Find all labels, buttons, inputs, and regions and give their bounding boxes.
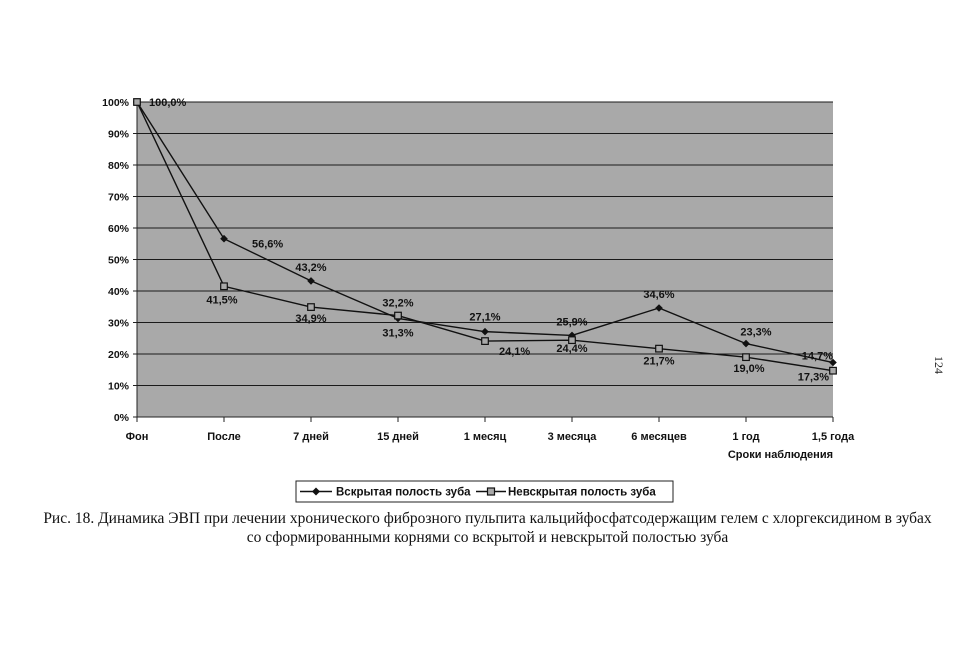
data-label: 27,1% [469, 312, 500, 324]
marker-square [655, 344, 663, 353]
page-number: 124 [932, 356, 946, 374]
marker-diamond [481, 327, 489, 336]
marker-square [133, 98, 141, 106]
data-label: 21,7% [643, 356, 674, 368]
x-axis-ticks: Фон После 7 дней 15 дней 1 месяц 3 месяца 6 ме… [126, 417, 855, 443]
data-label: 43,2% [295, 262, 326, 274]
y-tick-label: 70% [108, 192, 130, 204]
marker-square [394, 311, 402, 320]
marker-diamond [307, 277, 315, 285]
y-tick-label: 0% [114, 412, 130, 424]
legend-label-2: Невскрытая полость зуба [508, 487, 656, 499]
x-tick-label: 3 месяца [548, 431, 598, 443]
data-label: 34,9% [295, 313, 326, 325]
x-tick-label: Фон [126, 431, 149, 443]
legend-marker-square [486, 487, 496, 496]
marker-square [742, 353, 750, 362]
data-label: 23,3% [740, 327, 771, 339]
data-label: 100,0% [149, 97, 187, 109]
data-label: 24,1% [499, 346, 530, 358]
data-label: 19,0% [733, 363, 764, 375]
data-labels: 100,0% 56,6% 43,2% 31,3% 27,1% 25,9% 34,6% 23,3… [149, 97, 833, 384]
data-label: 14,7% [802, 351, 833, 363]
y-tick-label: 80% [108, 160, 130, 172]
marker-square [220, 282, 228, 291]
data-label: 34,6% [643, 289, 674, 301]
x-tick-label: 15 дней [377, 431, 419, 443]
marker-square [481, 337, 489, 345]
y-axis-ticks: 0% 10% 20% 30% 40% 50% 60% 70% 80% 90% 100% [102, 97, 137, 424]
x-tick-label: После [207, 431, 241, 443]
marker-diamond [829, 358, 837, 367]
data-label: 41,5% [206, 294, 237, 306]
y-tick-label: 40% [108, 286, 130, 298]
x-axis-title: Сроки наблюдения [728, 449, 833, 461]
y-tick-label: 30% [108, 318, 130, 330]
data-label: 17,3% [798, 372, 829, 384]
x-tick-label: 7 дней [293, 431, 329, 443]
y-tick-label: 60% [108, 223, 130, 235]
figure-caption: Рис. 18. Динамика ЭВП при лечении хронич… [43, 510, 932, 546]
y-tick-label: 10% [108, 381, 130, 393]
x-tick-label: 1,5 года [812, 431, 855, 443]
legend: Вскрытая полость зуба Невскрытая полость… [295, 480, 674, 503]
x-tick-label: 1 год [732, 431, 759, 443]
y-tick-label: 100% [102, 97, 130, 109]
marker-square [307, 303, 315, 311]
marker-diamond [742, 339, 750, 348]
data-label: 25,9% [556, 316, 587, 328]
data-label: 31,3% [382, 327, 413, 339]
y-tick-label: 90% [108, 129, 130, 141]
line-chart: 0% 10% 20% 30% 40% 50% 60% 70% 80% 90% 100% Фон Пос… [102, 97, 855, 503]
marker-diamond [568, 331, 576, 340]
marker-diamond [220, 234, 228, 243]
legend-marker-diamond [312, 487, 320, 496]
data-label: 24,4% [556, 343, 587, 355]
x-tick-label: 6 месяцев [631, 431, 687, 443]
y-tick-label: 20% [108, 349, 130, 361]
y-tick-label: 50% [108, 255, 130, 267]
marker-square [568, 336, 576, 345]
x-tick-label: 1 месяц [464, 431, 507, 443]
data-label: 32,2% [382, 298, 413, 310]
marker-diamond [655, 304, 663, 312]
data-label: 56,6% [252, 239, 283, 251]
series-lines [133, 98, 837, 375]
marker-square [829, 366, 837, 375]
gridlines [137, 101, 833, 386]
legend-label-1: Вскрытая полость зуба [336, 487, 471, 499]
